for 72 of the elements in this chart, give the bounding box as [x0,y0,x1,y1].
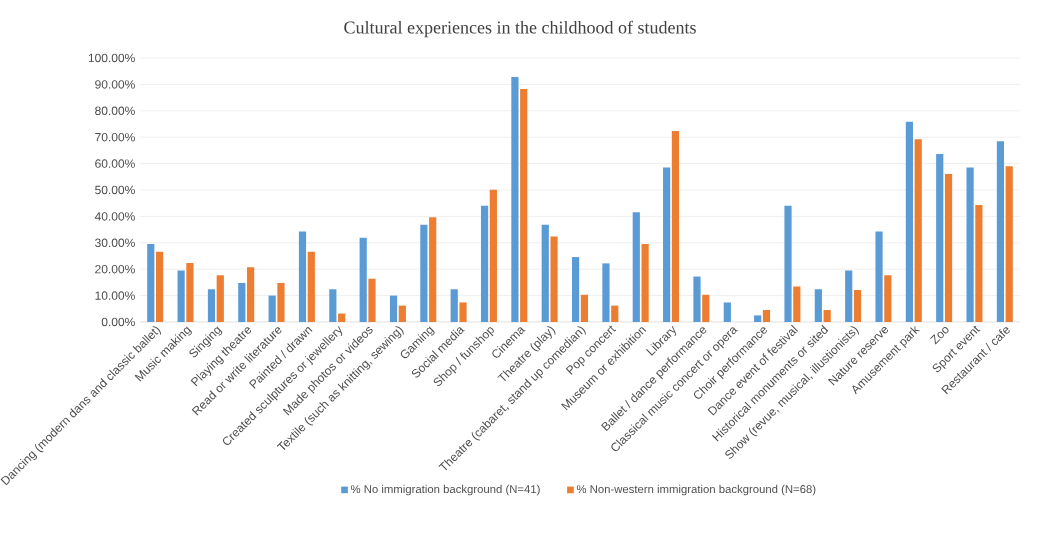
bar [602,263,610,322]
bar [671,131,680,322]
bar [177,270,185,322]
bar [389,295,398,322]
bar [359,237,367,322]
bar [996,141,1005,322]
bar [520,88,528,322]
y-tick-label: 10.00% [95,291,135,300]
bar [1005,166,1013,322]
bar [338,313,346,322]
legend-label: % Non-western immigration background (N=68) [576,484,816,496]
bar [238,282,246,322]
bar [398,305,406,322]
bar [914,139,922,322]
bar [186,263,194,322]
bar [632,212,640,322]
y-tick-label: 50.00% [95,185,135,195]
bar [875,231,883,322]
bar [936,154,944,322]
bar [580,294,588,322]
bar [155,251,164,322]
bar [845,270,853,322]
bar [450,289,458,322]
bar [944,173,953,322]
bar [663,167,671,322]
y-tick-label: 20.00% [95,264,135,274]
bar [298,231,307,322]
y-tick-label: 70.00% [95,132,135,142]
bar [814,289,822,322]
bar [207,289,216,322]
bar [754,315,762,322]
bar [641,244,649,322]
bar [429,217,437,322]
y-tick-label: 30.00% [95,238,135,248]
y-tick-label: 100.00% [88,53,135,63]
bar [693,276,701,322]
bar [550,236,558,322]
bar [511,77,519,322]
bar [975,205,983,322]
bar [762,310,771,322]
bar [541,224,549,322]
y-tick-label: 40.00% [94,212,135,221]
y-tick-label: 0.00% [101,317,135,327]
bar [277,282,285,322]
bar [368,278,376,322]
y-tick-label: 60.00% [95,159,135,168]
bar [329,289,337,322]
bar [268,295,276,322]
bar [702,294,710,322]
bar [793,286,801,322]
legend-label: % No immigration background (N=41) [350,484,540,496]
bar [884,275,892,322]
bar [966,167,974,322]
y-tick-label: 90.00% [95,80,135,89]
bar [611,305,619,322]
bar [823,310,831,322]
y-tick-label: 80.00% [95,106,135,116]
bar [853,290,862,322]
bar [905,121,913,322]
bar [489,189,497,322]
bar [247,267,255,322]
bar [216,275,224,322]
chart-title: Cultural experiences in the childhood of students [344,20,696,38]
bar [572,257,580,322]
bar [420,224,428,322]
bar [147,244,155,322]
bar [459,302,467,322]
bar [480,205,489,322]
bar [723,302,731,322]
bar [307,251,315,322]
bar [784,205,792,322]
x-tick-label: Zoo [930,326,949,345]
